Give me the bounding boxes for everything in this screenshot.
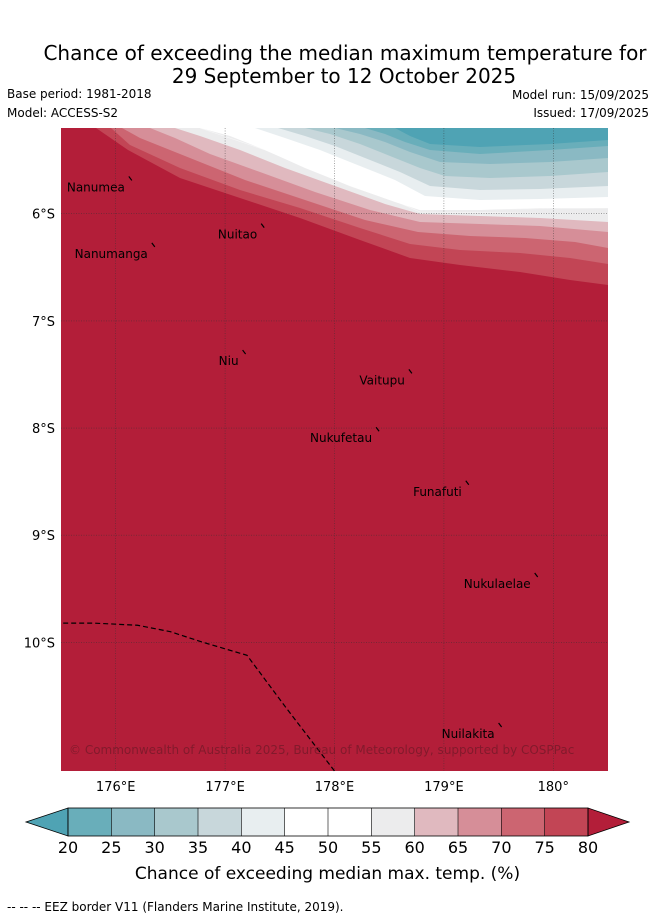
colorbar-segment	[544, 808, 589, 836]
gridlines	[61, 128, 608, 771]
colorbar-segment	[111, 808, 155, 836]
longitude-tick-label: 176°E	[96, 780, 136, 795]
colorbar-tick-label: 80	[577, 838, 599, 857]
island-mark	[465, 480, 470, 486]
colorbar-segment	[241, 808, 285, 836]
colorbar-tick-label: 50	[317, 838, 339, 857]
latitude-tick-label: 9°S	[32, 529, 55, 544]
contour-lines	[199, 127, 609, 215]
latitude-tick-label: 7°S	[32, 315, 55, 330]
place-label: Nuilakita	[442, 727, 495, 741]
map-title-line1: Chance of exceeding the median maximum t…	[43, 41, 647, 65]
island-mark	[260, 223, 265, 228]
base-period: Base period: 1981-2018	[7, 87, 152, 101]
latitude-tick-labels: 6°S 7°S 8°S 9°S 10°S	[24, 208, 55, 652]
longitude-tick-label: 180°	[538, 780, 569, 795]
eez-border-line	[63, 622, 335, 772]
colorbar-segment	[154, 808, 199, 836]
colorbar-under-arrow	[24, 807, 69, 837]
place-label: Funafuti	[413, 485, 462, 499]
map-title-line2: 29 September to 12 October 2025	[171, 64, 517, 88]
latitude-tick-label: 10°S	[24, 636, 55, 651]
colorbar-segment	[198, 808, 242, 836]
place-label: Nuitao	[218, 228, 257, 242]
place-label: Nanumanga	[75, 247, 148, 261]
island-mark	[128, 176, 133, 181]
latitude-tick-label: 6°S	[32, 208, 55, 223]
colorbar-tick-label: 30	[144, 838, 165, 857]
island-mark	[408, 368, 413, 374]
copyright-notice: © Commonwealth of Australia 2025, Bureau…	[69, 743, 574, 757]
contour-band-under-20	[395, 128, 608, 147]
colorbar-segment	[371, 808, 415, 836]
colorbar-tick-label: 55	[361, 838, 382, 857]
colorbar-segment	[68, 808, 112, 836]
colorbar-tick-label: 45	[274, 838, 295, 857]
colorbar-segment	[501, 808, 545, 836]
place-label: Vaitupu	[359, 373, 405, 387]
colorbar-title: Chance of exceeding median max. temp. (%…	[134, 864, 521, 884]
place-labels: Nanumea Nuitao Nanumanga Niu Vaitupu Nukufeta…	[67, 176, 539, 741]
place-label: Niu	[219, 354, 239, 368]
colorbar-tick-label: 75	[534, 838, 555, 857]
longitude-tick-label: 177°E	[205, 780, 245, 795]
colorbar-segment	[414, 808, 459, 836]
colorbar-segment	[328, 808, 372, 836]
longitude-tick-label: 179°E	[424, 780, 464, 795]
place-label: Nanumea	[67, 180, 125, 194]
colorbar-segment	[458, 808, 502, 836]
colorbar-tick-label: 65	[447, 838, 469, 857]
colorbar-tick-label: 25	[101, 838, 122, 857]
place-label: Nukufetau	[310, 431, 372, 445]
island-mark	[498, 722, 503, 728]
issued-date: Issued: 17/09/2025	[533, 106, 649, 120]
colorbar-tick-label: 20	[57, 838, 79, 857]
colorbar-tick-label: 70	[491, 838, 512, 857]
model-name: Model: ACCESS-S2	[7, 106, 119, 120]
eez-border	[63, 622, 335, 772]
colorbar-segment	[284, 808, 329, 836]
model-run: Model run: 15/09/2025	[511, 88, 649, 102]
map-area	[61, 127, 609, 771]
colorbar-tick-label: 40	[231, 838, 252, 857]
place-label: Nukulaelae	[464, 577, 531, 591]
longitude-tick-labels: 176°E 177°E 178°E 179°E 180°	[96, 780, 569, 795]
colorbar-tick-label: 60	[404, 838, 425, 857]
colorbar-over-arrow	[587, 807, 631, 837]
island-mark	[534, 572, 539, 578]
island-mark	[151, 242, 156, 248]
colorbar-tick-label: 35	[187, 838, 209, 857]
island-mark	[242, 349, 247, 355]
eez-legend-note: -- -- -- EEZ border V11 (Flanders Marine…	[7, 900, 344, 914]
latitude-tick-label: 8°S	[32, 422, 55, 437]
colorbar	[24, 807, 631, 837]
longitude-tick-label: 178°E	[315, 780, 355, 795]
island-mark	[375, 426, 380, 432]
